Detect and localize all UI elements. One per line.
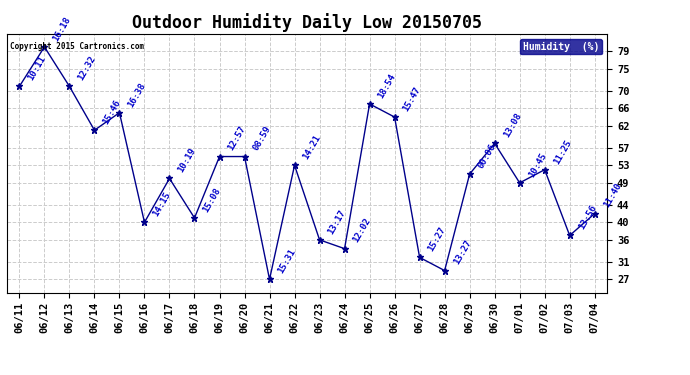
Text: 12:02: 12:02 <box>351 217 373 244</box>
Text: 15:47: 15:47 <box>402 85 423 113</box>
Text: 10:19: 10:19 <box>177 147 197 174</box>
Text: Copyright 2015 Cartronics.com: Copyright 2015 Cartronics.com <box>10 42 144 51</box>
Text: 10:45: 10:45 <box>526 151 548 179</box>
Text: 15:08: 15:08 <box>201 186 223 214</box>
Text: 14:21: 14:21 <box>302 134 323 161</box>
Text: 11:25: 11:25 <box>551 138 573 165</box>
Text: 16:18: 16:18 <box>51 15 72 43</box>
Text: 15:46: 15:46 <box>101 98 123 126</box>
Text: 15:27: 15:27 <box>426 225 448 253</box>
Text: 12:57: 12:57 <box>226 124 248 152</box>
Text: 14:15: 14:15 <box>151 190 172 218</box>
Text: 15:31: 15:31 <box>277 248 297 275</box>
Text: 11:40: 11:40 <box>602 182 623 209</box>
Text: 13:56: 13:56 <box>577 204 598 231</box>
Title: Outdoor Humidity Daily Low 20150705: Outdoor Humidity Daily Low 20150705 <box>132 13 482 32</box>
Text: 10:11: 10:11 <box>26 54 48 82</box>
Text: 12:32: 12:32 <box>77 54 97 82</box>
Legend: Humidity  (%): Humidity (%) <box>520 39 602 54</box>
Text: 00:06: 00:06 <box>477 142 497 170</box>
Text: 13:08: 13:08 <box>502 111 523 139</box>
Text: 18:54: 18:54 <box>377 72 397 100</box>
Text: 08:59: 08:59 <box>251 124 273 152</box>
Text: 13:27: 13:27 <box>451 238 473 266</box>
Text: 16:38: 16:38 <box>126 81 148 108</box>
Text: 13:17: 13:17 <box>326 208 348 236</box>
